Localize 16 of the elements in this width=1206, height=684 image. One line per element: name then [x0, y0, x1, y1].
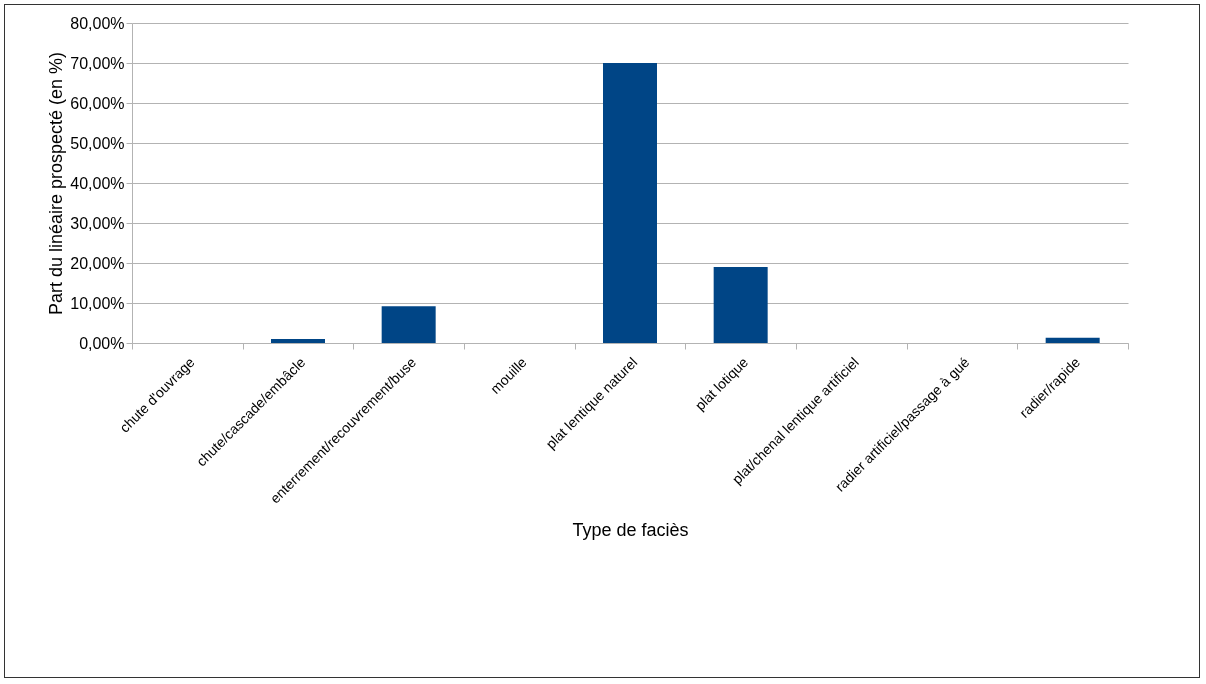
- y-tick-label: 40,00%: [70, 174, 125, 192]
- bar: [271, 339, 325, 343]
- y-axis-title: Part du linéaire prospecté (en %): [46, 51, 67, 316]
- y-tick-label: 0,00%: [79, 334, 125, 352]
- y-tick-label: 30,00%: [70, 214, 125, 232]
- y-tick-label: 60,00%: [70, 94, 125, 112]
- bar: [713, 267, 768, 343]
- bar: [603, 63, 657, 343]
- x-axis-title: Type de faciès: [572, 520, 689, 541]
- y-tick-label: 20,00%: [70, 254, 125, 272]
- y-tick-label: 50,00%: [70, 134, 125, 152]
- bar: [381, 306, 436, 343]
- y-tick-label: 70,00%: [70, 54, 125, 72]
- bar: [1045, 337, 1100, 343]
- y-tick-label: 10,00%: [70, 294, 125, 312]
- y-tick-label: 80,00%: [70, 14, 125, 32]
